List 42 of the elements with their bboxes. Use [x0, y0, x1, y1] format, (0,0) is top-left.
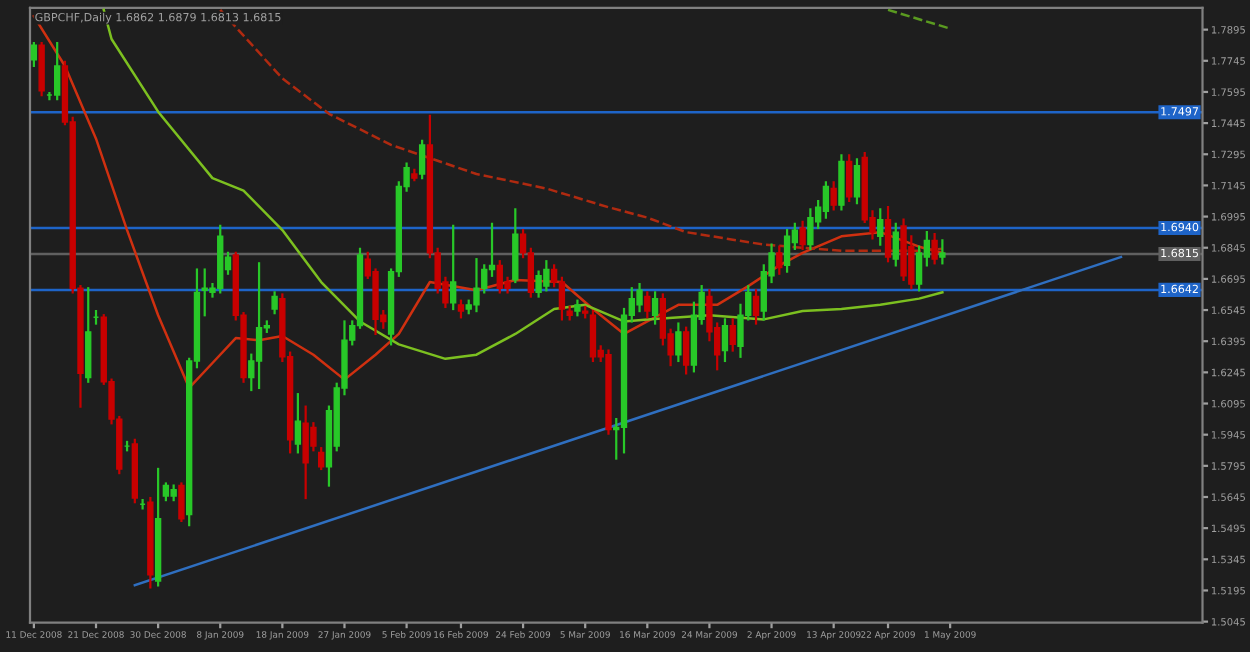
candlestick [877, 208, 884, 246]
candlestick [294, 393, 302, 454]
candlestick [496, 260, 503, 294]
candlestick [846, 154, 853, 203]
line-series [32, 14, 944, 390]
candlestick [38, 42, 45, 97]
candlestick [30, 42, 38, 68]
candlestick [85, 287, 92, 383]
candlestick [675, 322, 682, 363]
candlestick [53, 42, 61, 101]
candlestick [589, 309, 597, 363]
candlestick [915, 245, 923, 292]
candlestick [418, 139, 426, 180]
candlestick [776, 245, 783, 275]
candlestick [799, 220, 806, 250]
candlestick [752, 289, 760, 325]
candlestick [543, 260, 550, 292]
candlestick [822, 181, 830, 219]
candlestick [892, 222, 899, 267]
candlestick [255, 262, 263, 390]
candlestick [558, 276, 566, 321]
candlestick [721, 318, 729, 363]
candlestick [830, 181, 837, 211]
candlestick [473, 258, 480, 313]
candlestick [838, 154, 845, 211]
candlestick [682, 326, 690, 375]
candlestick [729, 318, 736, 352]
candlestick [783, 228, 791, 273]
candlestick [450, 224, 457, 311]
candlestick [644, 291, 651, 319]
candlestick [318, 447, 325, 471]
candlestick [271, 291, 278, 315]
candlestick [884, 206, 892, 263]
candlestick [807, 208, 814, 250]
candlestick [201, 268, 208, 317]
candlestick [931, 233, 938, 265]
candlestick [302, 405, 309, 500]
candlestick [939, 239, 946, 265]
candlestick [178, 482, 185, 522]
candlestick [853, 158, 861, 205]
candlestick [512, 208, 519, 284]
candlestick [651, 291, 659, 325]
